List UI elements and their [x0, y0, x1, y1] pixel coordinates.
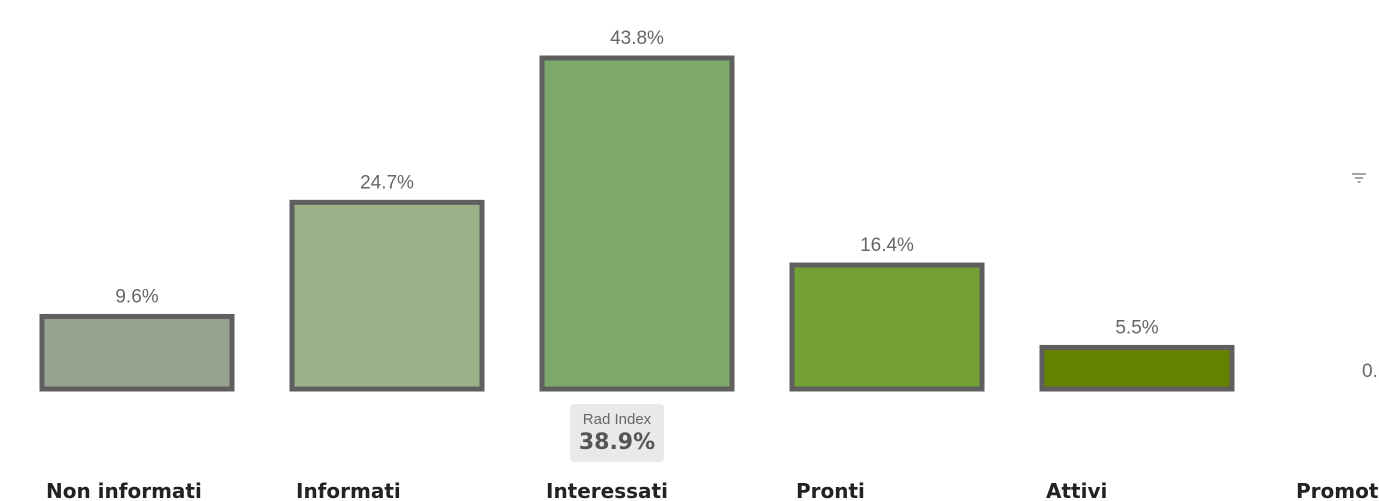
value-label-interessati: 43.8% — [610, 28, 664, 49]
bar-attivi[interactable] — [1039, 344, 1235, 392]
rad-index-value: 38.9% — [578, 430, 656, 455]
category-label-interessati: Interessati — [546, 479, 668, 501]
bar-pronti[interactable] — [789, 262, 985, 392]
rad-index-label: Rad Index — [582, 411, 652, 428]
bar-non-informati[interactable] — [39, 313, 235, 392]
category-label-informati: Informati — [296, 479, 401, 501]
category-label-promoto: Promoto — [1296, 479, 1379, 501]
value-label-non-informati: 9.6% — [115, 286, 158, 307]
bar-interessati[interactable] — [539, 55, 735, 392]
value-label-pronti: 16.4% — [860, 235, 914, 256]
bar-informati[interactable] — [289, 199, 485, 392]
category-label-attivi: Attivi — [1046, 479, 1107, 501]
axis-label-fragment: 0. — [1362, 361, 1378, 382]
value-label-attivi: 5.5% — [1115, 317, 1158, 338]
category-label-non-informati: Non informati — [46, 479, 202, 501]
category-label-pronti: Pronti — [796, 479, 865, 501]
rad-index-badge: Rad Index 38.9% — [570, 404, 664, 462]
value-label-informati: 24.7% — [360, 172, 414, 193]
filter-icon[interactable] — [1351, 171, 1367, 185]
